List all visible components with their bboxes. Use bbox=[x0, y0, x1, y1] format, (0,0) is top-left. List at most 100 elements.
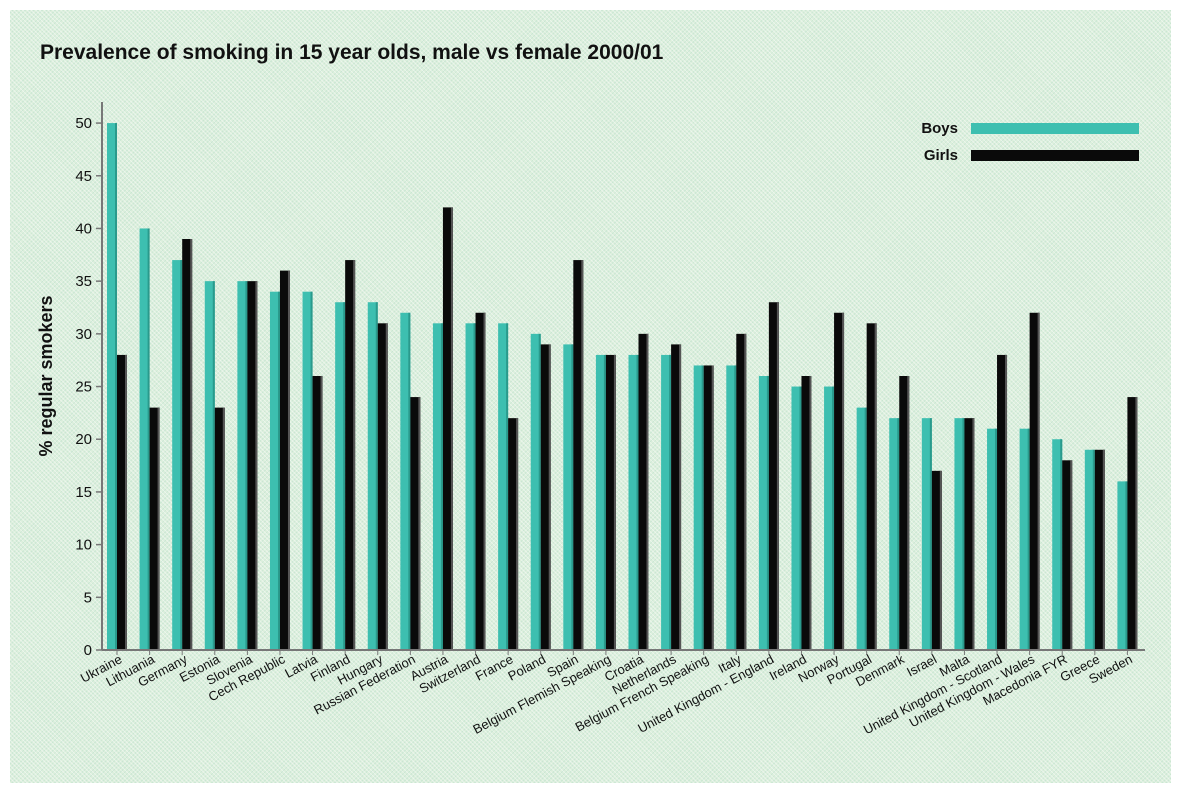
y-tick-label-50: 50 bbox=[75, 115, 92, 132]
bar-shade-girls-14 bbox=[581, 260, 584, 650]
bar-shade-boys-15 bbox=[603, 354, 606, 650]
bar-shade-girls-28 bbox=[1037, 312, 1040, 650]
bar-shade-girls-31 bbox=[1135, 397, 1138, 650]
y-ticks-group: 0 5 10 15 20 25 30 35 40 45 50 bbox=[75, 115, 102, 659]
bar-girls-10 bbox=[442, 207, 453, 650]
bar-shade-girls-24 bbox=[907, 376, 910, 650]
bar-girls-3 bbox=[214, 407, 225, 650]
bar-girls-6 bbox=[312, 376, 323, 650]
bar-boys-1 bbox=[139, 228, 150, 650]
bar-chart: Prevalence of smoking in 15 year olds, m… bbox=[36, 41, 1145, 737]
legend-label-girls: Girls bbox=[924, 147, 958, 164]
bar-boys-27 bbox=[987, 428, 998, 650]
bar-girls-28 bbox=[1029, 312, 1040, 650]
bar-shade-boys-16 bbox=[636, 354, 639, 650]
bar-shade-boys-28 bbox=[1027, 428, 1030, 650]
y-axis-label: % regular smokers bbox=[36, 295, 56, 456]
bar-shade-girls-5 bbox=[287, 270, 290, 650]
bar-shade-boys-7 bbox=[343, 302, 346, 650]
bar-shade-boys-25 bbox=[929, 418, 932, 650]
bar-boys-0 bbox=[107, 123, 117, 651]
bar-shade-girls-27 bbox=[1005, 354, 1008, 650]
bar-girls-17 bbox=[671, 344, 682, 650]
bar-shade-girls-6 bbox=[320, 376, 323, 650]
bar-shade-girls-4 bbox=[255, 281, 258, 650]
bar-shade-girls-1 bbox=[157, 407, 160, 650]
legend-label-boys: Boys bbox=[921, 120, 958, 137]
bar-shade-girls-29 bbox=[1070, 460, 1073, 650]
bar-boys-31 bbox=[1117, 481, 1128, 650]
bar-girls-12 bbox=[508, 418, 519, 650]
bar-boys-4 bbox=[237, 281, 248, 650]
bar-boys-12 bbox=[498, 323, 509, 650]
bar-shade-boys-1 bbox=[147, 228, 150, 650]
x-ticks-group: UkraineLithuaniaGermanyEstoniaSloveniaCe… bbox=[78, 650, 1135, 737]
bar-shade-girls-20 bbox=[776, 302, 779, 650]
bar-boys-10 bbox=[432, 323, 443, 650]
bar-shade-girls-26 bbox=[972, 418, 975, 650]
bar-shade-boys-26 bbox=[962, 418, 965, 650]
bar-shade-boys-24 bbox=[897, 418, 900, 650]
bar-shade-girls-0 bbox=[125, 354, 127, 650]
bar-boys-28 bbox=[1019, 428, 1030, 650]
bar-girls-30 bbox=[1094, 449, 1105, 650]
chart-title: Prevalence of smoking in 15 year olds, m… bbox=[40, 41, 664, 64]
bar-shade-girls-30 bbox=[1102, 449, 1105, 650]
bar-shade-girls-15 bbox=[613, 354, 616, 650]
bar-boys-29 bbox=[1052, 439, 1063, 650]
bar-shade-girls-16 bbox=[646, 333, 649, 650]
bar-shade-boys-31 bbox=[1125, 481, 1128, 650]
y-tick-label-35: 35 bbox=[75, 273, 92, 290]
bar-girls-27 bbox=[997, 354, 1008, 650]
bar-boys-25 bbox=[921, 418, 932, 650]
bar-girls-23 bbox=[866, 323, 877, 650]
axes-group bbox=[101, 102, 1145, 651]
bar-shade-boys-19 bbox=[734, 365, 737, 650]
legend-swatch-girls bbox=[971, 150, 1139, 161]
bar-shade-boys-4 bbox=[245, 281, 248, 650]
bar-boys-2 bbox=[172, 260, 183, 650]
bar-shade-girls-10 bbox=[450, 207, 453, 650]
chart-background: Prevalence of smoking in 15 year olds, m… bbox=[10, 10, 1171, 783]
bar-girls-5 bbox=[279, 270, 290, 650]
bar-shade-boys-27 bbox=[995, 428, 998, 650]
bar-boys-8 bbox=[367, 302, 378, 650]
bar-girls-25 bbox=[931, 470, 942, 650]
bar-shade-girls-11 bbox=[483, 312, 486, 650]
bar-girls-29 bbox=[1062, 460, 1073, 650]
bar-shade-girls-8 bbox=[385, 323, 388, 650]
bar-shade-boys-14 bbox=[571, 344, 574, 650]
bar-shade-boys-10 bbox=[440, 323, 443, 650]
bar-boys-30 bbox=[1084, 449, 1095, 650]
bar-shade-boys-18 bbox=[701, 365, 704, 650]
bar-boys-21 bbox=[791, 386, 802, 650]
bar-girls-15 bbox=[605, 354, 616, 650]
bar-shade-boys-2 bbox=[180, 260, 183, 650]
bar-shade-girls-12 bbox=[516, 418, 519, 650]
bar-shade-boys-11 bbox=[473, 323, 476, 650]
bar-boys-14 bbox=[563, 344, 574, 650]
y-tick-label-30: 30 bbox=[75, 326, 92, 343]
bar-shade-boys-9 bbox=[408, 312, 411, 650]
bar-shade-girls-21 bbox=[809, 376, 812, 650]
bar-boys-19 bbox=[726, 365, 737, 650]
bar-girls-14 bbox=[573, 260, 584, 650]
bar-boys-5 bbox=[269, 291, 280, 650]
bar-shade-boys-13 bbox=[538, 333, 541, 650]
bar-girls-9 bbox=[410, 397, 421, 650]
bar-shade-boys-8 bbox=[375, 302, 378, 650]
bar-shade-boys-22 bbox=[832, 386, 835, 650]
bar-girls-1 bbox=[149, 407, 160, 650]
bar-shade-girls-25 bbox=[939, 470, 942, 650]
bar-shade-girls-23 bbox=[874, 323, 877, 650]
bar-girls-19 bbox=[736, 333, 747, 650]
bar-shade-girls-18 bbox=[711, 365, 714, 650]
bar-girls-26 bbox=[964, 418, 975, 650]
bar-shade-girls-7 bbox=[353, 260, 356, 650]
bar-girls-0 bbox=[117, 354, 127, 650]
bar-girls-22 bbox=[834, 312, 845, 650]
legend-swatch-boys bbox=[971, 123, 1139, 134]
bar-shade-boys-21 bbox=[799, 386, 802, 650]
bar-boys-7 bbox=[335, 302, 346, 650]
bar-shade-boys-12 bbox=[506, 323, 509, 650]
